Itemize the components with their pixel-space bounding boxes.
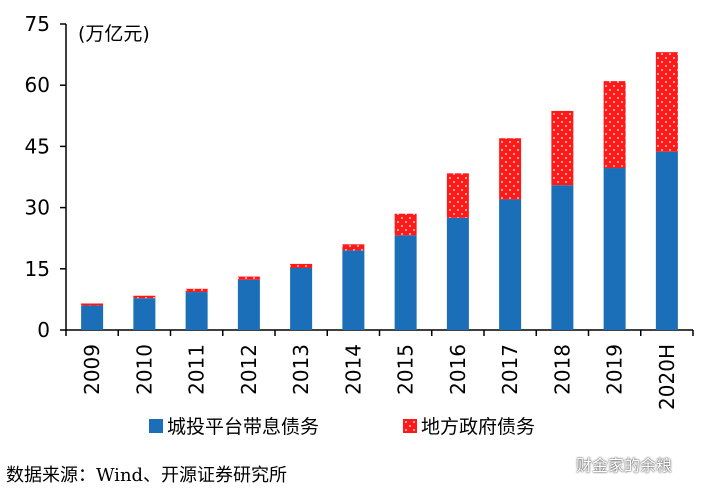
y-tick-label: 45 — [25, 134, 50, 158]
x-tick-label: 2012 — [237, 344, 261, 395]
bar-segment-local-gov — [81, 303, 104, 306]
x-tick-label: 2009 — [80, 344, 104, 395]
x-tick-label: 2014 — [341, 344, 365, 395]
bar-segment-chengtou — [290, 267, 313, 330]
bar-segment-local-gov — [237, 276, 260, 280]
bar-segment-chengtou — [551, 185, 574, 330]
bar-segment-chengtou — [499, 199, 522, 330]
bar-segment-chengtou — [655, 151, 678, 330]
x-tick-label: 2016 — [446, 344, 470, 395]
labels: 2009 2010 2011 2012 2013 2014 2015 2016 2017 2018… — [80, 344, 679, 410]
x-tick-label: 2020H — [655, 344, 679, 410]
bar-segment-chengtou — [185, 292, 208, 330]
bar-segment-local-gov — [655, 52, 678, 152]
bar-segment-chengtou — [446, 217, 469, 330]
bar-segment-chengtou — [603, 168, 626, 330]
y-tick-label: 75 — [25, 12, 50, 36]
wechat-icon — [546, 455, 570, 472]
bar-segment-local-gov — [394, 213, 417, 236]
bar-segment-local-gov — [185, 288, 208, 293]
bar-segment-local-gov — [342, 244, 365, 251]
bar-segment-chengtou — [394, 235, 417, 330]
watermark-text: 财金家的余粮 — [576, 456, 673, 475]
x-tick-label: 2015 — [394, 344, 418, 395]
x-tick-label: 2019 — [603, 344, 627, 395]
x-tick-label: 2018 — [550, 344, 574, 395]
y-unit-label: (万亿元) — [78, 23, 150, 45]
bar-segment-local-gov — [290, 263, 313, 268]
watermark: 财金家的余粮 — [546, 452, 672, 476]
y-tick-label: 30 — [25, 196, 50, 220]
y-tick-label: 60 — [25, 73, 50, 97]
legend-swatch — [403, 419, 417, 433]
bar-segment-local-gov — [551, 110, 574, 186]
legend-label: 地方政府债务 — [421, 416, 535, 438]
bar-segment-chengtou — [133, 298, 156, 330]
bar-segment-chengtou — [237, 279, 260, 330]
axes: 0 15 30 45 60 75 — [25, 12, 694, 342]
bar-segment-chengtou — [81, 305, 104, 330]
x-tick-label: 2013 — [289, 344, 313, 395]
bar-segment-local-gov — [133, 295, 156, 299]
legend: 城投平台带息债务 地方政府债务 — [149, 416, 535, 438]
bar-segment-local-gov — [603, 81, 626, 169]
bar-segment-local-gov — [499, 138, 522, 200]
bars — [81, 52, 678, 330]
legend-label: 城投平台带息债务 — [167, 416, 319, 438]
bar-segment-local-gov — [446, 173, 469, 218]
x-tick-label: 2011 — [185, 344, 209, 395]
y-tick-label: 0 — [37, 318, 50, 342]
legend-swatch — [149, 419, 163, 433]
x-tick-label: 2017 — [498, 344, 522, 395]
y-tick-label: 15 — [25, 257, 50, 281]
source-note: 数据来源：Wind、开源证券研究所 — [6, 465, 288, 486]
x-tick-label: 2010 — [132, 344, 156, 395]
bar-segment-chengtou — [342, 250, 365, 330]
